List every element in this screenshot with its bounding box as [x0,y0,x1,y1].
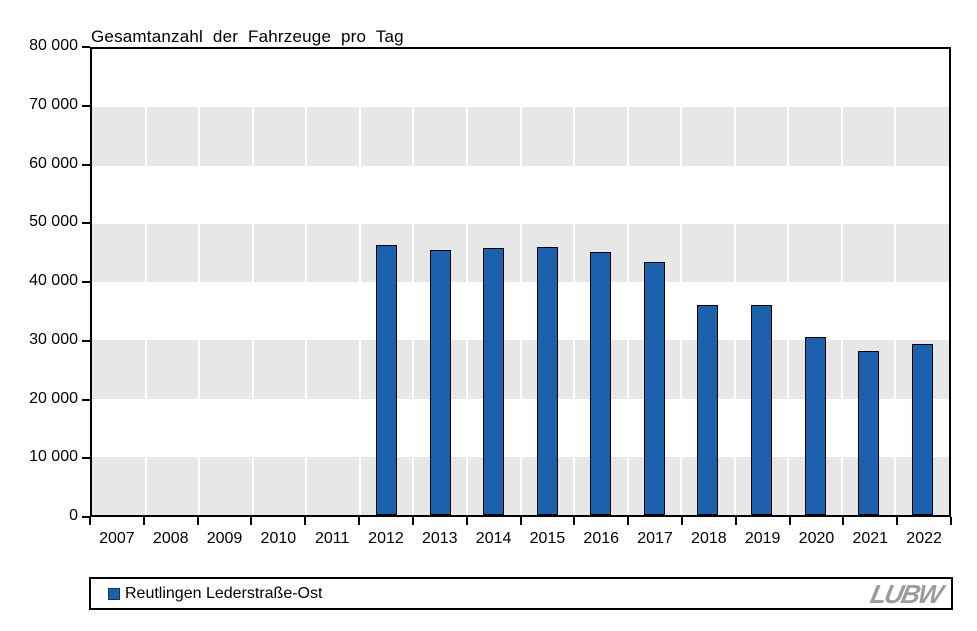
column-separator [465,49,468,515]
x-tick [896,517,899,525]
bar-2013 [429,249,451,515]
y-tick [82,339,90,342]
y-tick [82,398,90,401]
x-tick [196,517,199,525]
x-tick-label: 2018 [691,530,727,547]
y-tick-label: 0 [69,507,78,524]
x-tick-label: 2014 [475,530,512,547]
x-tick [788,517,791,525]
y-tick-label: 60 000 [29,154,78,172]
column-separator [573,49,576,515]
y-tick-label: 40 000 [29,272,78,289]
y-tick [82,46,90,48]
column-separator [144,49,147,515]
y-tick-label: 70 000 [29,95,78,113]
column-separator [894,49,897,515]
legend-marker-square [108,587,120,600]
x-tick-label: 2010 [260,530,297,547]
x-tick [358,517,361,525]
y-tick-label: 50 000 [29,213,78,231]
y-tick [82,281,90,283]
bar-2017 [643,261,665,515]
x-tick-label: 2016 [583,530,620,547]
x-tick [142,517,145,525]
column-separator [626,49,629,515]
lubw-logo: LUBW [867,578,945,609]
x-tick-label: 2021 [852,530,889,547]
x-tick-label: 2019 [744,530,781,547]
bar-2018 [697,305,719,515]
y-tick-label: 30 000 [29,330,78,348]
x-tick-label: 2008 [152,530,189,547]
column-separator [251,49,254,515]
bar-2021 [858,351,880,515]
bar-2014 [483,247,505,515]
column-separator [733,49,736,515]
column-separator [787,49,790,515]
x-tick [573,517,576,525]
x-tick [250,517,253,525]
x-tick-label: 2011 [314,530,350,547]
x-tick [304,517,307,525]
bar-2022 [911,343,933,515]
column-separator [358,49,361,515]
x-tick [842,517,845,525]
x-tick [734,517,737,525]
y-tick-label: 10 000 [29,448,78,466]
x-tick [950,517,952,525]
bar-2012 [376,244,398,515]
plot-inner [92,49,949,515]
x-tick-label: 2020 [798,530,835,547]
x-tick-label: 2009 [206,530,243,547]
x-tick [411,517,414,525]
y-tick [82,457,90,460]
x-tick [627,517,630,525]
bar-2016 [590,251,612,515]
x-tick-label: 2007 [99,530,135,547]
bar-2019 [751,304,773,515]
plot-area [90,47,951,517]
column-separator [305,49,308,515]
x-tick [519,517,522,525]
x-tick-label: 2015 [529,530,566,547]
y-tick [82,163,90,166]
bar-2020 [804,337,826,515]
column-separator [680,49,683,515]
column-separator [198,49,201,515]
bar-2015 [536,247,558,515]
y-tick [82,104,90,107]
x-tick [89,517,91,525]
column-separator [840,49,843,515]
y-tick-label: 80 000 [29,37,78,54]
y-tick [82,516,90,518]
x-tick-label: 2017 [637,530,673,547]
y-tick-label: 20 000 [29,389,78,407]
x-tick [465,517,468,525]
x-tick-label: 2012 [368,530,404,547]
y-tick [82,222,90,225]
legend: Reutlingen Lederstraße-Ost LUBW [89,577,953,610]
x-tick [680,517,683,525]
x-tick-label: 2022 [906,530,942,547]
legend-label: Reutlingen Lederstraße-Ost [125,584,323,602]
column-separator [412,49,415,515]
column-separator [519,49,522,515]
chart-title: Gesamtanzahl der Fahrzeuge pro Tag [91,27,404,46]
x-tick-label: 2013 [421,530,458,547]
